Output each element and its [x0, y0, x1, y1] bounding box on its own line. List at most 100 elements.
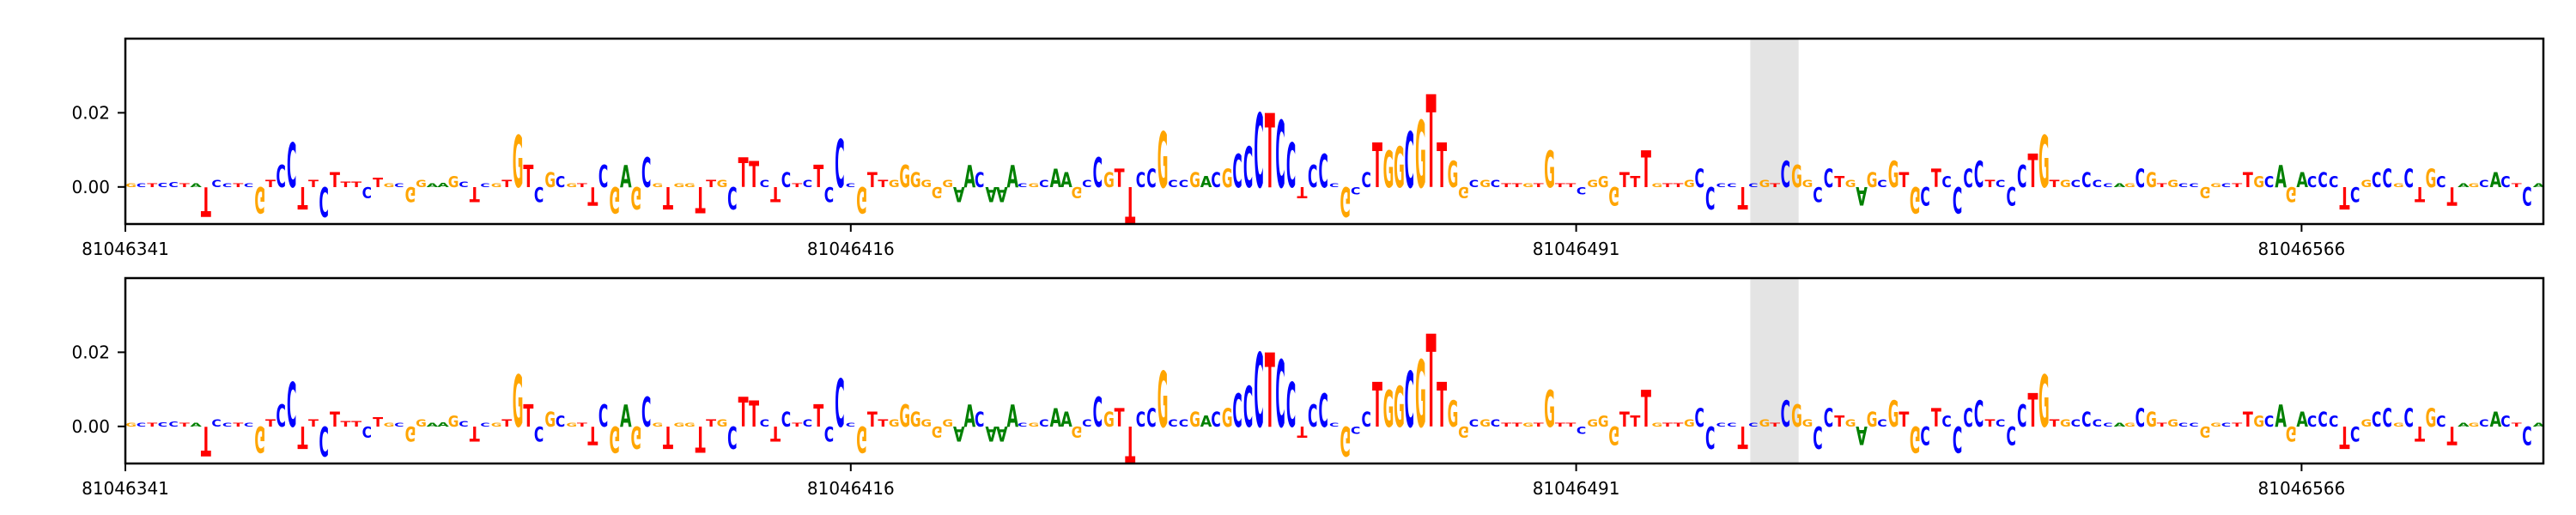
- logo-letter: C: [2189, 182, 2198, 188]
- logo-letter: T: [1984, 178, 1996, 190]
- logo-letter: T: [2339, 419, 2349, 455]
- logo-letter: C: [781, 167, 791, 191]
- logo-letter: T: [373, 415, 383, 429]
- logo-letter: C: [1405, 118, 1414, 206]
- logo-letter: C: [1318, 385, 1327, 438]
- logo-letter: G: [889, 417, 900, 429]
- y-tick-label: 0.00: [71, 416, 110, 437]
- logo-letter: T: [577, 183, 587, 189]
- logo-letter: G: [1684, 178, 1695, 190]
- logo-letter: C: [1695, 163, 1704, 193]
- logo-letter: G: [1759, 417, 1771, 429]
- highlight-region: [1750, 39, 1799, 224]
- logo-letter: A: [437, 421, 449, 428]
- logo-letter: G: [2360, 417, 2372, 429]
- logo-letter: C: [846, 421, 855, 427]
- logo-letter: C: [276, 400, 285, 434]
- logo-letter: C: [1727, 421, 1736, 427]
- logo-letters: G C T C C T AT C C T C G T C C T T C T T T CT G C G G AAG C T C G T G T CG…: [125, 69, 2545, 233]
- logo-letter: C: [137, 182, 146, 188]
- logo-letter: G: [1802, 417, 1814, 429]
- logo-letter: T: [233, 422, 243, 428]
- logo-letter: A: [1200, 174, 1212, 191]
- logo-letter: A: [2533, 183, 2546, 189]
- logo-letter: G: [1029, 421, 1040, 427]
- logo-letters: G C T C C T AT C C T C G T C C T T C T T T CT G C G G AAG C T C G T G T CG…: [125, 308, 2545, 473]
- logo-letter: T: [501, 178, 513, 190]
- logo-letter: C: [534, 421, 544, 445]
- logo-letter: G: [2038, 123, 2050, 205]
- plot-frame: [124, 276, 2545, 465]
- logo-panel-2: G C T C C T AT C C T C G T C C T T C T T T CT G C G G AAG C T C G T G T CG…: [71, 276, 2545, 499]
- logo-letter: G: [1383, 380, 1394, 439]
- logo-letter: C: [1179, 417, 1188, 429]
- logo-letter: G: [384, 421, 395, 427]
- logo-letter: G: [1103, 407, 1115, 431]
- logo-letter: C: [2404, 403, 2414, 433]
- logo-letter: A: [985, 182, 997, 205]
- logo-letter: G: [630, 179, 641, 214]
- logo-letter: C: [598, 161, 608, 195]
- logo-letter: C: [2103, 421, 2112, 427]
- logo-letter: C: [975, 167, 984, 191]
- logo-letter: T: [2050, 417, 2061, 429]
- logo-letter: T: [1630, 174, 1640, 191]
- logo-letter: G: [1759, 178, 1771, 190]
- logo-letter: G: [1072, 184, 1083, 201]
- logo-letter: C: [1018, 182, 1027, 188]
- logo-letter: T: [1501, 422, 1511, 428]
- logo-letter: G: [2146, 167, 2157, 191]
- logo-letter: T: [147, 183, 157, 189]
- logo-letter: G: [1910, 178, 1921, 219]
- logo-letter: C: [158, 421, 168, 427]
- y-tick-label: 0.00: [71, 177, 110, 197]
- logo-letter: G: [717, 417, 728, 429]
- logo-letter: G: [1157, 118, 1169, 206]
- logo-letter: G: [856, 178, 867, 219]
- logo-letter: G: [1479, 178, 1491, 190]
- logo-letter: C: [158, 181, 168, 188]
- logo-letter: G: [1479, 417, 1491, 429]
- logo-panels: G C T C C T AT C C T C G T C C T T C T T T CT G C G G AAG C T C G T G T CG…: [71, 37, 2545, 499]
- logo-letter: G: [1189, 167, 1200, 191]
- logo-letter: C: [2350, 421, 2360, 445]
- logo-letter: A: [190, 422, 203, 428]
- logo-letter: G: [932, 423, 943, 440]
- logo-letter: G: [1340, 416, 1352, 464]
- logo-letter: C: [1813, 182, 1822, 206]
- logo-letter: C: [2436, 413, 2445, 430]
- logo-letter: C: [1824, 403, 1833, 433]
- logo-letter: T: [179, 183, 190, 189]
- logo-letter: C: [244, 182, 253, 188]
- logo-letter: T: [470, 421, 481, 445]
- logo-letter: T: [1984, 417, 1996, 429]
- logo-letter: G: [1189, 407, 1200, 431]
- logo-letter: G: [544, 407, 556, 431]
- logo-letter: G: [513, 123, 524, 205]
- logo-letter: G: [1608, 420, 1619, 450]
- logo-letter: T: [696, 178, 706, 220]
- logo-letter: G: [2060, 178, 2071, 190]
- x-tick-label: 81046416: [807, 478, 895, 499]
- logo-letter: G: [1544, 380, 1555, 439]
- logo-letter: T: [341, 180, 352, 189]
- logo-letter: C: [1813, 419, 1822, 453]
- logo-letter: T: [738, 150, 749, 197]
- logo-letter: G: [566, 182, 577, 188]
- logo-letter: A: [1007, 398, 1019, 434]
- logo-letter: G: [405, 421, 416, 445]
- x-tick-label: 81046416: [807, 239, 895, 259]
- logo-letter: C: [2017, 161, 2026, 195]
- logo-letter: C: [1491, 417, 1500, 429]
- logo-letter: A: [2458, 422, 2470, 428]
- logo-letter: C: [1146, 163, 1156, 193]
- logo-letter: G: [1888, 395, 1899, 436]
- logo-letter: T: [470, 182, 481, 205]
- logo-letter: T: [878, 178, 889, 190]
- logo-letter: C: [459, 179, 468, 189]
- logo-letter: C: [2264, 413, 2274, 430]
- logo-letter: A: [2114, 422, 2127, 428]
- logo-letter: G: [1651, 182, 1662, 188]
- logo-letter: C: [1491, 178, 1500, 190]
- logo-letter: T: [1673, 422, 1683, 428]
